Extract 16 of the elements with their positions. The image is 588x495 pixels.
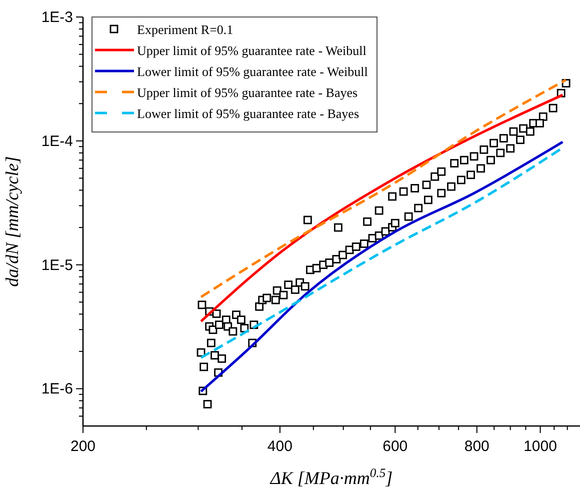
- legend-label: Upper limit of 95% guarantee rate - Bayes: [137, 85, 358, 100]
- x-tick-label: 800: [464, 438, 490, 455]
- x-tick-label: 1000: [524, 438, 557, 455]
- legend-label: Upper limit of 95% guarantee rate - Weibull: [137, 43, 367, 58]
- y-tick-label: 1E-6: [41, 380, 73, 398]
- y-tick-label: 1E-5: [41, 256, 73, 274]
- x-tick-label: 600: [382, 438, 408, 455]
- x-tick-label: 200: [70, 438, 96, 455]
- y-axis-title: da/dN [mm/cycle]: [2, 156, 22, 287]
- legend-label: Experiment R=0.1: [137, 22, 234, 37]
- y-tick-label: 1E-3: [41, 9, 73, 26]
- legend-label: Lower limit of 95% guarantee rate - Weibull: [137, 64, 368, 79]
- legend-label: Lower limit of 95% guarantee rate - Bayes: [137, 106, 359, 121]
- x-tick-label: 400: [267, 438, 292, 455]
- x-axis-title: ΔK [MPa·mm$^{0.5}$]: [269, 466, 393, 488]
- y-tick-label: 1E-4: [41, 132, 73, 150]
